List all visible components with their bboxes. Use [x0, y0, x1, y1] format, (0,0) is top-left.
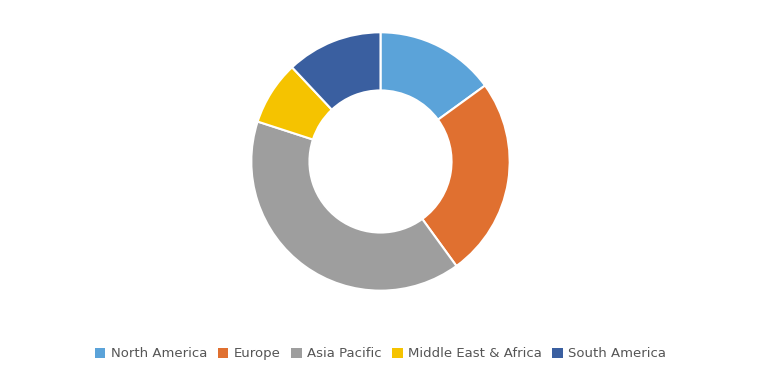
Wedge shape — [380, 32, 485, 120]
Wedge shape — [258, 67, 332, 139]
Legend: North America, Europe, Asia Pacific, Middle East & Africa, South America: North America, Europe, Asia Pacific, Mid… — [95, 348, 666, 360]
Wedge shape — [292, 32, 380, 110]
Wedge shape — [422, 86, 510, 266]
Wedge shape — [251, 121, 457, 291]
